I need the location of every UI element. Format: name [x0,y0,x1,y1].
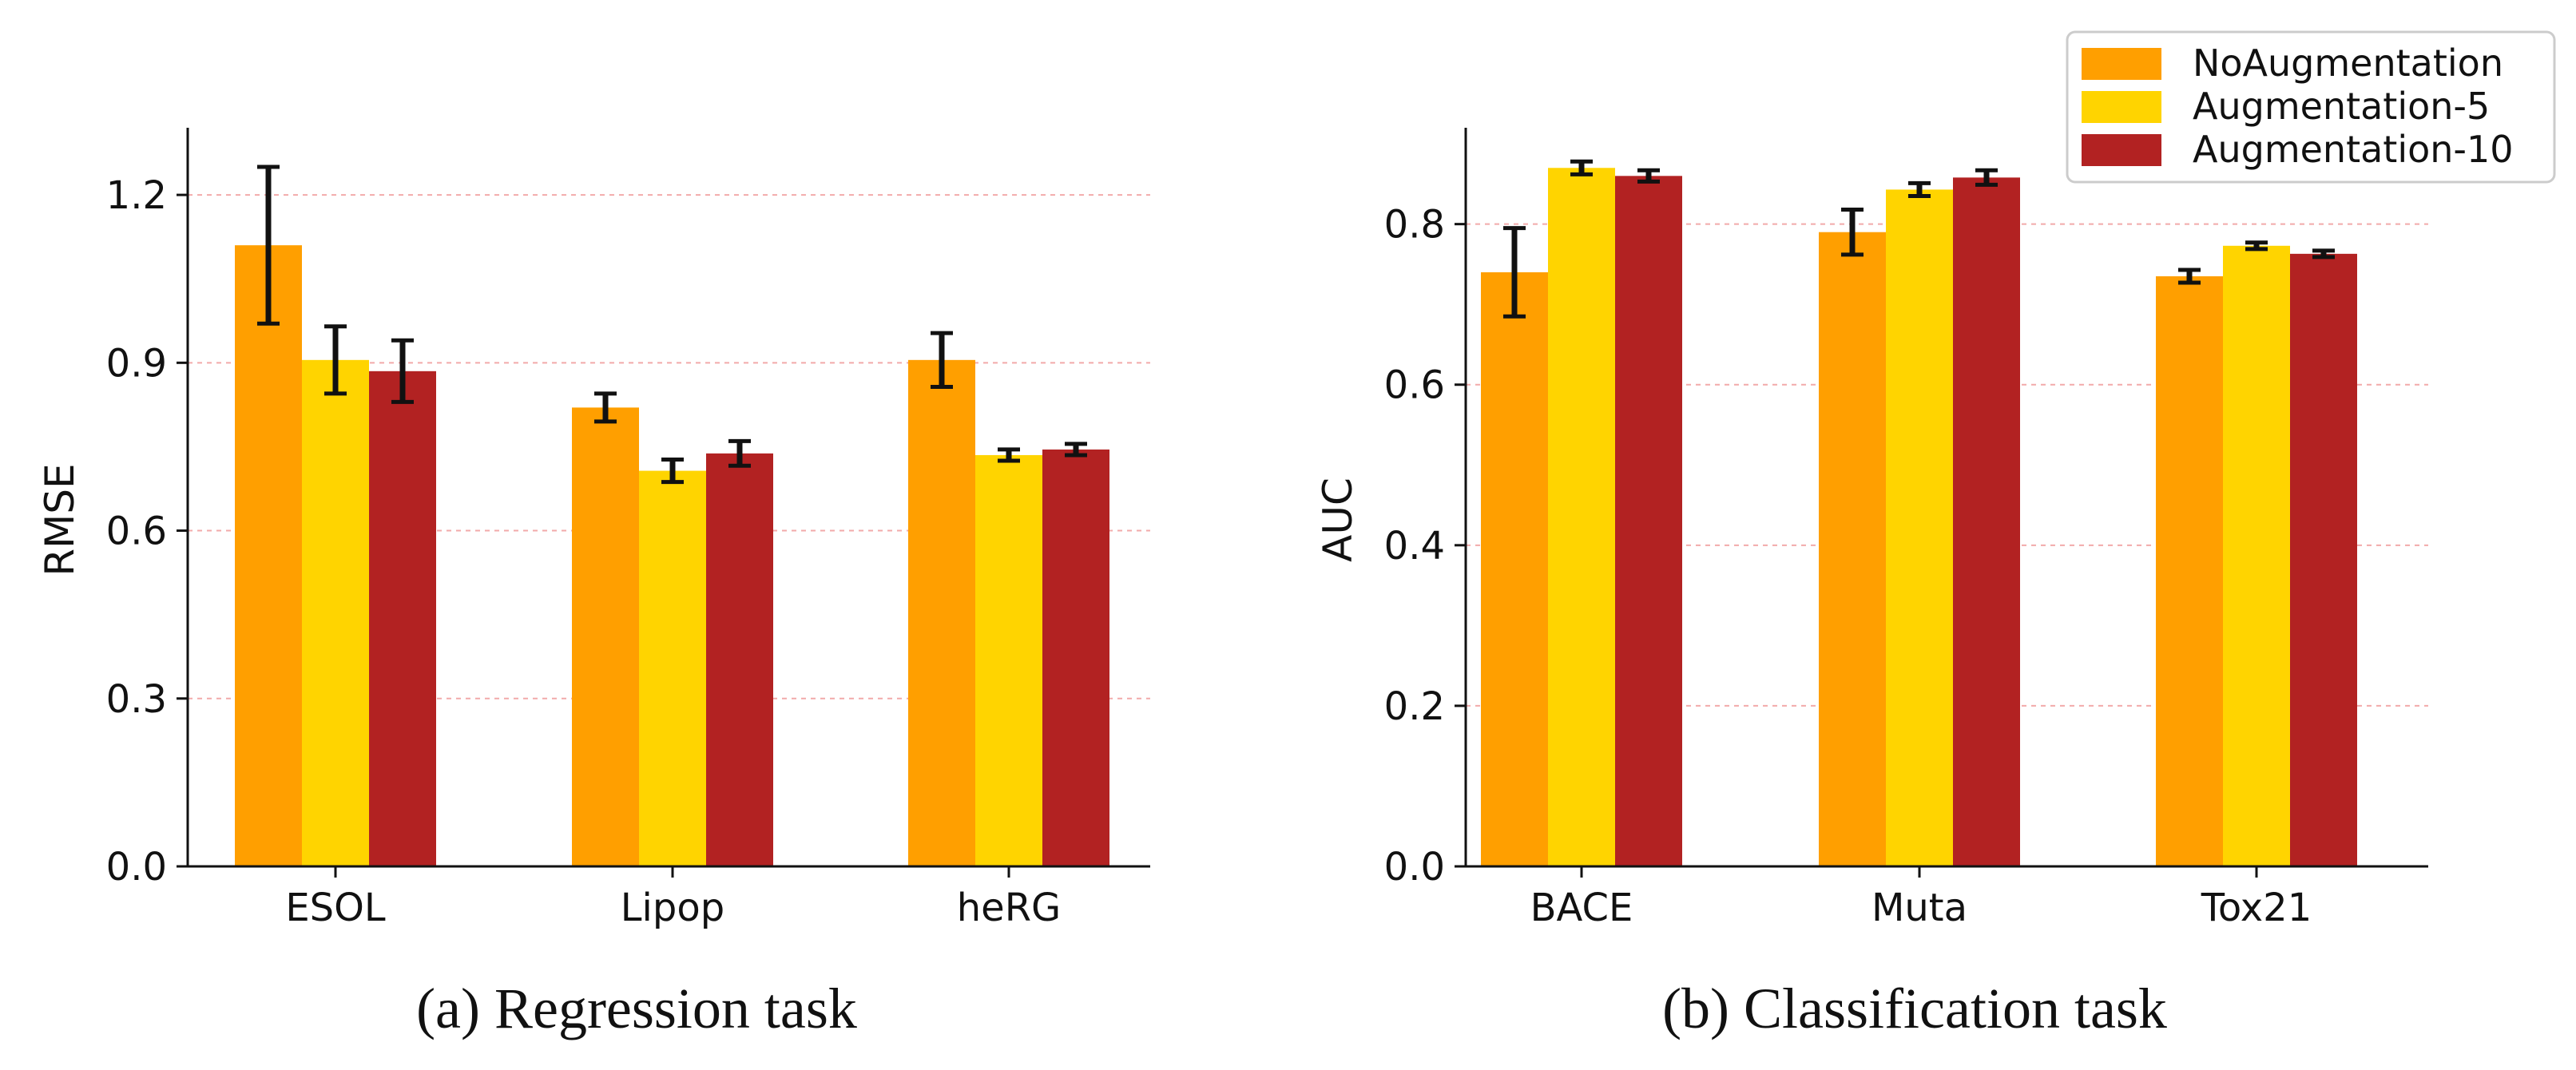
xtick-label-esol: ESOL [285,886,386,930]
ytick-label: 0.6 [106,509,167,554]
ylabel-rmse: RMSE [37,463,83,576]
legend: NoAugmentationAugmentation-5Augmentation… [2066,30,2556,184]
bar-augmentation-5-muta [1886,189,1953,867]
xtick-label-lipop: Lipop [621,886,724,930]
ytick-label: 0.0 [106,845,167,890]
bar-noaugmentation-muta [1819,232,1886,866]
bar-augmentation-5-esol [302,359,369,866]
ylabel-auc: AUC [1315,478,1361,562]
bar-augmentation-10-tox21 [2290,253,2357,866]
ytick-label: 0.0 [1384,845,1445,890]
bar-noaugmentation-tox21 [2156,276,2223,866]
legend-label-augmentation-10: Augmentation-10 [2193,128,2514,171]
xtick-label-bace: BACE [1530,886,1633,930]
ytick-label: 0.2 [1384,684,1445,729]
legend-swatch-augmentation-10 [2082,134,2161,166]
ytick-label: 1.2 [106,173,167,218]
xtick-label-muta: Muta [1871,886,1967,930]
ytick-label: 0.8 [1384,203,1445,248]
panel-regression: 0.0 0.3 0.6 0.9 1.2 ESOL Lipop heRG RMSE (a) Re… [37,128,1150,1040]
xtick-label-herg: heRG [957,886,1062,930]
bar-augmentation-5-herg [975,454,1042,866]
legend-label-noaugmentation: NoAugmentation [2193,42,2503,85]
bar-augmentation-10-lipop [706,453,773,866]
legend-frame [2066,30,2556,184]
legend-swatch-augmentation-5 [2082,91,2161,123]
xtick-label-tox21: Tox21 [2201,886,2312,930]
bar-noaugmentation-lipop [572,407,639,866]
ytick-label: 0.4 [1384,524,1445,569]
caption-regression: (a) Regression task [416,977,857,1040]
legend-label-augmentation-5: Augmentation-5 [2193,85,2490,128]
legend-swatch-noaugmentation [2082,48,2161,80]
bar-noaugmentation-esol [235,245,302,867]
bar-noaugmentation-herg [908,359,975,866]
caption-classification: (b) Classification task [1662,977,2167,1040]
bar-augmentation-5-bace [1548,168,1615,867]
bar-augmentation-10-herg [1042,449,1109,866]
bar-augmentation-5-tox21 [2223,245,2290,866]
ytick-label: 0.6 [1384,363,1445,408]
bar-augmentation-10-bace [1615,176,1682,867]
panel-classification: 0.0 0.2 0.4 0.6 0.8 BACE Muta Tox21 AUC (b) Cla… [1315,128,2428,1040]
bar-augmentation-10-muta [1953,177,2020,866]
bar-noaugmentation-bace [1481,271,1548,866]
bar-augmentation-10-esol [369,371,436,866]
ytick-label: 0.3 [106,677,167,722]
bar-augmentation-5-lipop [639,470,706,866]
ytick-label: 0.9 [106,341,167,386]
